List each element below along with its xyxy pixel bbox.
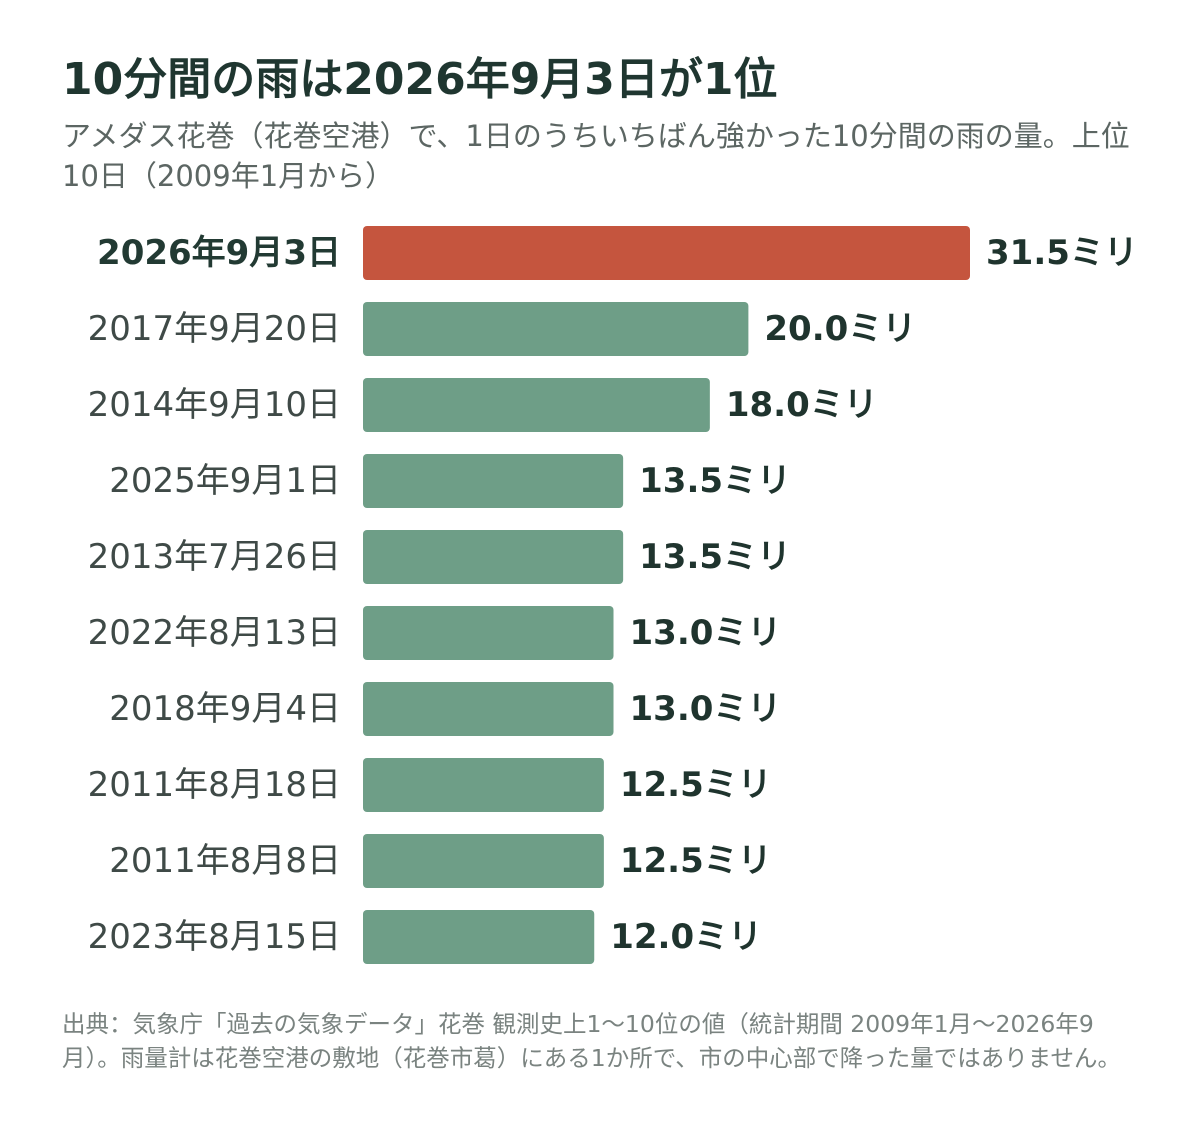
bar	[363, 226, 970, 280]
bar	[363, 606, 614, 660]
value-label: 31.5ミリ	[986, 233, 1138, 273]
category-label: 2018年9月4日	[109, 689, 341, 729]
bar	[363, 682, 614, 736]
category-label: 2017年9月20日	[88, 309, 341, 349]
category-label: 2025年9月1日	[109, 461, 341, 501]
value-label: 12.5ミリ	[620, 841, 772, 881]
value-label: 12.5ミリ	[620, 765, 772, 805]
category-label: 2022年8月13日	[88, 613, 341, 653]
bar-chart: 2026年9月3日 31.5ミリ 2017年9月20日 20.0ミリ 2014年9月10…	[88, 226, 1138, 964]
value-label: 13.5ミリ	[639, 537, 791, 577]
chart-subtitle: アメダス花巻（花巻空港）で、1日のうちいちばん強かった10分間の雨の量。上位10…	[62, 119, 1130, 193]
bar	[363, 758, 604, 812]
category-label: 2026年9月3日	[97, 233, 341, 273]
category-label: 2013年7月26日	[88, 537, 341, 577]
bar	[363, 302, 749, 356]
bar	[363, 910, 595, 964]
category-label: 2011年8月18日	[88, 765, 341, 805]
value-label: 18.0ミリ	[726, 385, 878, 425]
chart-title: 10分間の雨は2026年9月3日が1位	[62, 54, 778, 105]
bar	[363, 454, 624, 508]
value-label: 13.5ミリ	[639, 461, 791, 501]
category-label: 2014年9月10日	[88, 385, 341, 425]
category-label: 2011年8月8日	[109, 841, 341, 881]
value-label: 20.0ミリ	[764, 309, 916, 349]
bar	[363, 530, 624, 584]
value-label: 13.0ミリ	[630, 689, 782, 729]
value-label: 13.0ミリ	[630, 613, 782, 653]
bar	[363, 834, 604, 888]
bar	[363, 378, 710, 432]
category-label: 2023年8月15日	[88, 917, 341, 957]
value-label: 12.0ミリ	[610, 917, 762, 957]
source-note: 出典：気象庁「過去の気象データ」花巻 観測史上1〜10位の値（統計期間 2009…	[62, 1010, 1122, 1072]
